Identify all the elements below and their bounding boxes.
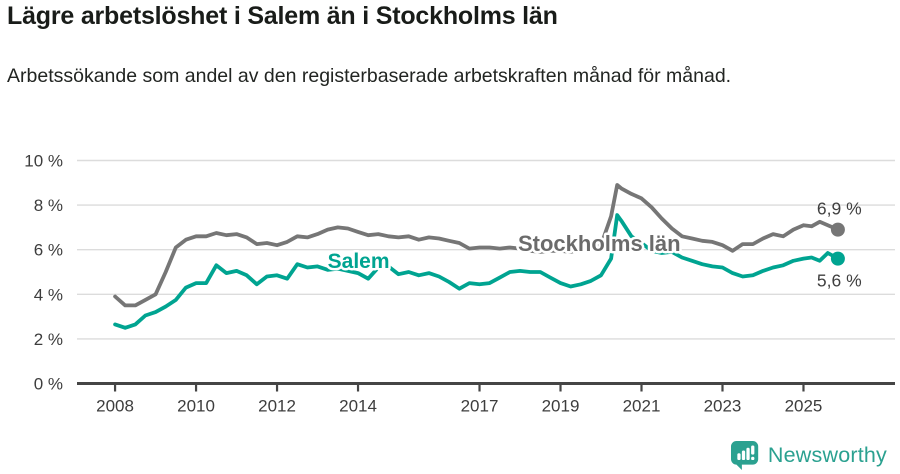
y-tick-label: 2 % xyxy=(34,330,63,349)
x-tick-label: 2012 xyxy=(258,397,296,416)
x-tick-label: 2019 xyxy=(542,397,580,416)
unemployment-line-chart: 0 % 2 % 4 % 6 % 8 % 10 % 2008 2010 2012 2014 2017 2… xyxy=(24,152,895,416)
y-tick-label: 0 % xyxy=(34,375,63,394)
series-line-salem xyxy=(113,213,840,330)
series-inline-label-stockholms-län: Stockholms län xyxy=(518,231,681,256)
x-tick-label: 2014 xyxy=(339,397,377,416)
x-tick-label: 2021 xyxy=(623,397,661,416)
end-value-label-salem: 5,6 % xyxy=(817,271,862,291)
x-tick-label: 2008 xyxy=(96,397,134,416)
newsworthy-logo: Newsworthy xyxy=(730,439,887,471)
y-tick-label: 10 % xyxy=(24,152,63,171)
x-tick-label: 2023 xyxy=(704,397,742,416)
end-dot-stockholms-län xyxy=(830,222,845,237)
logo-bar-large xyxy=(746,447,750,460)
series-inline-label-salem: Salem xyxy=(328,250,390,273)
x-tick-label: 2010 xyxy=(177,397,215,416)
series-line-stockholms-län xyxy=(113,183,840,308)
logo-bar-medium xyxy=(741,450,746,460)
x-tick-label: 2025 xyxy=(785,397,823,416)
x-tick-label: 2017 xyxy=(461,397,499,416)
chart-subtitle: Arbetssökande som andel av den registerb… xyxy=(7,65,732,87)
newsworthy-logo-icon xyxy=(730,440,759,470)
end-value-label-stockholms-län: 6,9 % xyxy=(817,199,862,219)
y-tick-label: 8 % xyxy=(34,196,63,215)
y-tick-label: 6 % xyxy=(34,241,63,260)
chart-title: Lägre arbetslöshet i Salem än i Stockhol… xyxy=(7,2,558,30)
logo-exclamation-bar xyxy=(751,445,755,455)
newsworthy-brand-text: Newsworthy xyxy=(767,442,887,467)
logo-bar-small xyxy=(737,452,741,460)
y-tick-label: 4 % xyxy=(34,285,63,304)
logo-exclamation-dot xyxy=(751,456,755,460)
end-dot-salem xyxy=(830,251,845,266)
